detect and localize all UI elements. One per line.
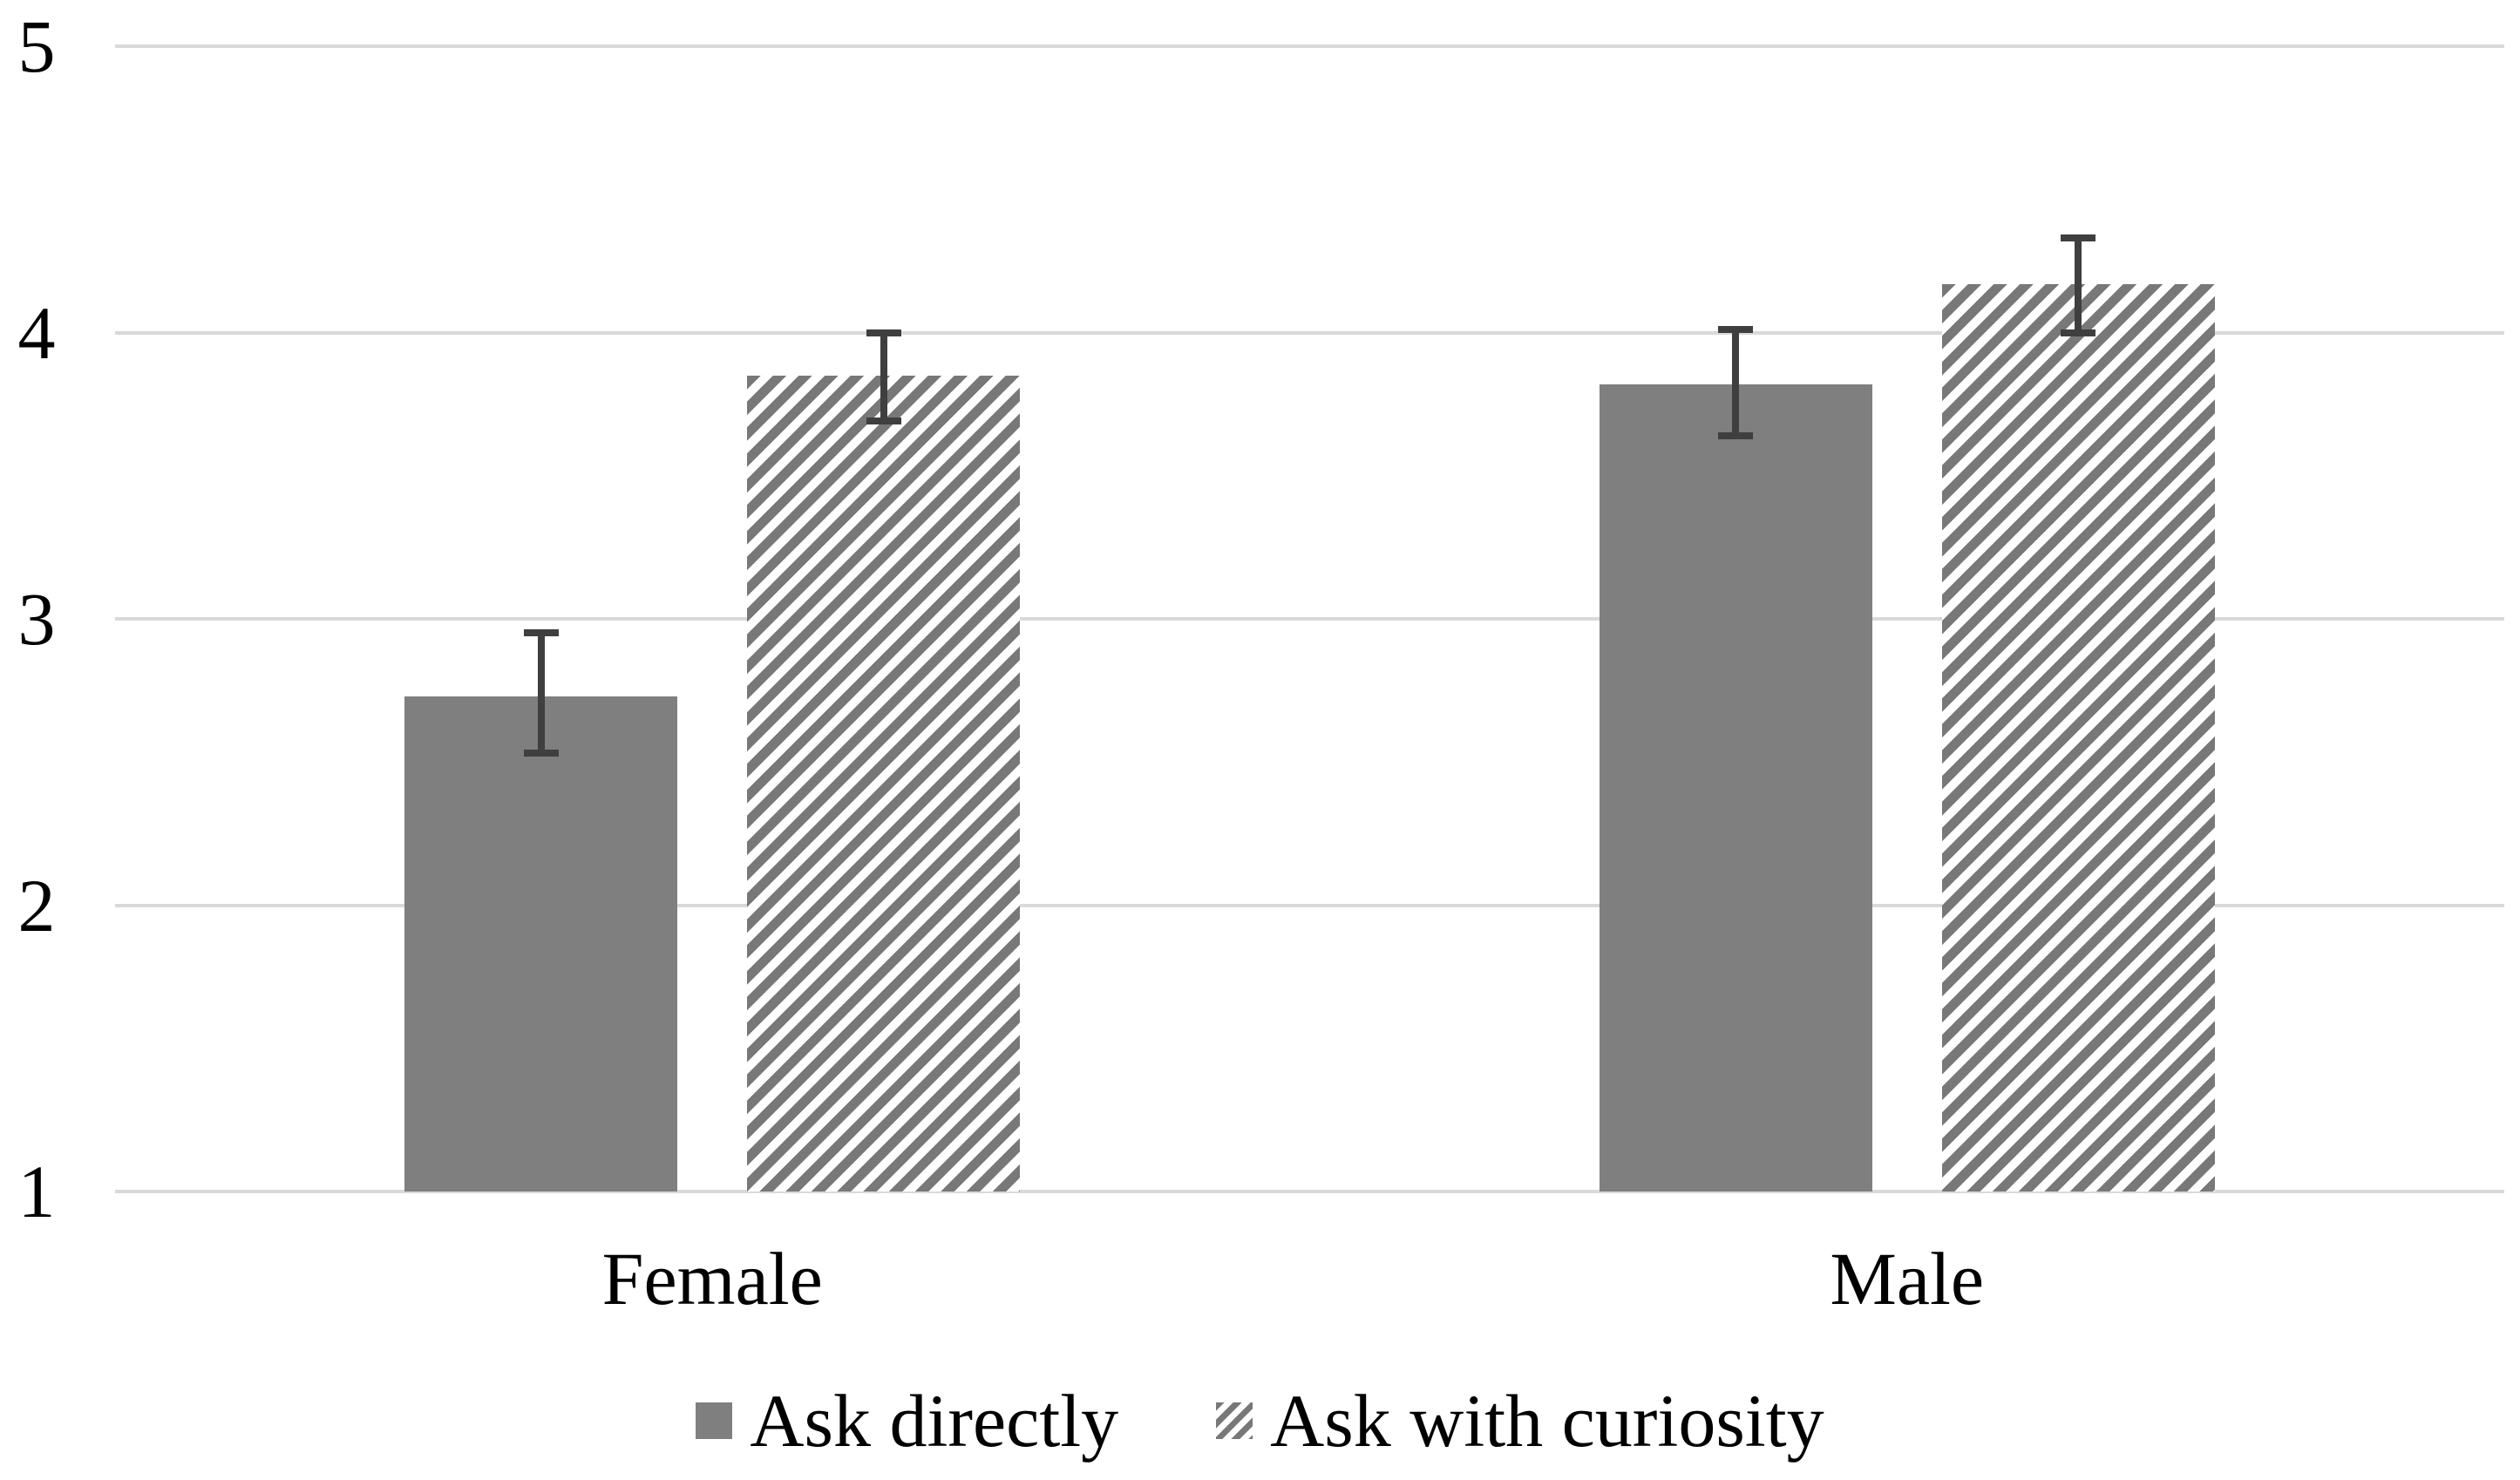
error-bar-female-ask-directly-bottom-cap	[523, 750, 559, 757]
y-axis-tick-label-2: 2	[17, 863, 56, 947]
legend-label-ask-directly: Ask directly	[750, 1379, 1119, 1463]
bar-male-ask-with-curiosity	[1941, 283, 2215, 1191]
error-bar-female-ask-directly-top-cap	[523, 629, 559, 637]
gridline-y-1	[115, 1190, 2504, 1193]
error-bar-male-ask-directly-bottom-cap	[1718, 431, 1754, 439]
gridline-y-3	[115, 617, 2504, 621]
error-bar-male-ask-with-curiosity-bottom-cap	[2061, 329, 2096, 336]
error-bar-male-ask-directly-top-cap	[1718, 326, 1754, 334]
bar-female-ask-with-curiosity	[747, 375, 1021, 1191]
error-bar-female-ask-with-curiosity-bottom-cap	[866, 418, 901, 425]
y-axis-tick-label-1: 1	[17, 1150, 56, 1233]
y-axis-tick-label-5: 5	[17, 4, 56, 88]
bar-male-ask-directly	[1599, 384, 1872, 1191]
category-label-female: Female	[601, 1237, 823, 1320]
error-bar-male-ask-with-curiosity	[2075, 238, 2082, 333]
bar-female-ask-directly	[404, 696, 678, 1191]
gridline-y-2	[115, 903, 2504, 907]
error-bar-male-ask-with-curiosity-top-cap	[2061, 234, 2096, 242]
error-bar-female-ask-with-curiosity	[880, 332, 887, 422]
y-axis-tick-label-4: 4	[17, 290, 56, 375]
legend-item-ask-with-curiosity: Ask with curiosity	[1216, 1383, 1824, 1458]
gridline-y-5	[115, 44, 2504, 48]
legend-item-ask-directly: Ask directly	[696, 1383, 1118, 1458]
gridline-y-4	[115, 330, 2504, 335]
legend: Ask directly Ask with curiosity	[0, 1381, 2520, 1461]
error-bar-female-ask-with-curiosity-top-cap	[866, 329, 901, 336]
error-bar-female-ask-directly	[537, 633, 545, 754]
legend-swatch-solid-icon	[696, 1402, 733, 1439]
category-label-male: Male	[1830, 1237, 1985, 1320]
legend-label-ask-with-curiosity: Ask with curiosity	[1270, 1379, 1824, 1463]
legend-swatch-hatched-icon	[1216, 1402, 1253, 1439]
error-bar-male-ask-directly	[1732, 329, 1740, 436]
y-axis-tick-label-3: 3	[17, 577, 56, 661]
